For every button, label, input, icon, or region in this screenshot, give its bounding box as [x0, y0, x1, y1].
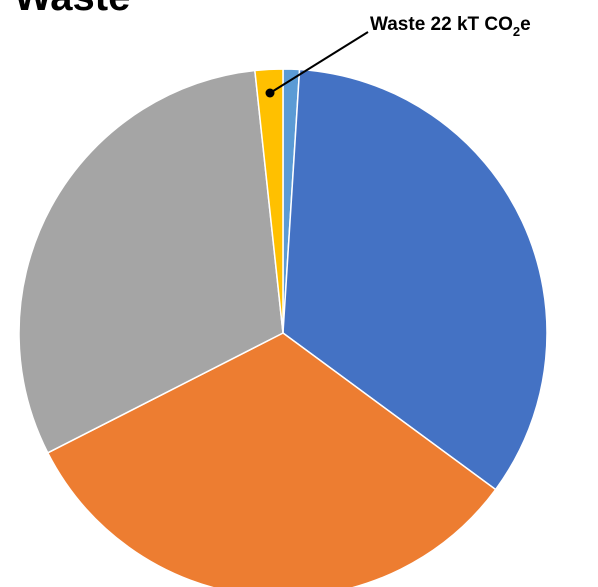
leader-dot	[265, 88, 275, 98]
leader-line	[269, 31, 369, 94]
annotation-suffix: e	[520, 14, 531, 35]
pie-slice	[18, 69, 284, 454]
pie-slice	[282, 68, 548, 491]
pie	[18, 68, 548, 587]
annotation-subscript: 2	[513, 24, 520, 39]
chart-title: Waste	[14, 0, 130, 19]
annotation: Waste 22 kT CO2e	[370, 14, 531, 39]
annotation-text: Waste 22 kT CO	[370, 14, 513, 35]
pie-slice	[254, 68, 284, 334]
